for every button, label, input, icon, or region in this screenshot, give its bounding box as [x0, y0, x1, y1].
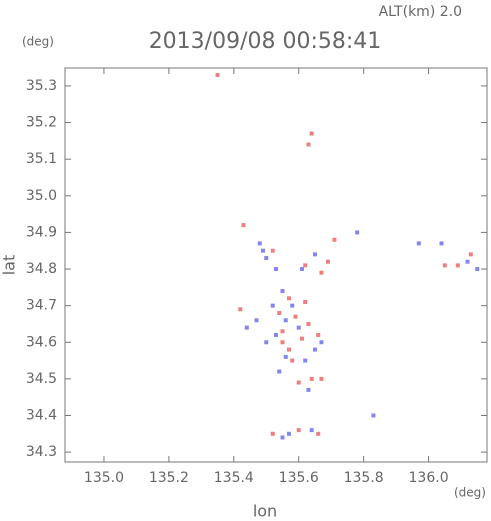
y-axis-label: lat — [0, 255, 19, 276]
y-tick-label: 34.5 — [26, 371, 57, 387]
x-tick-label: 135.8 — [344, 470, 384, 486]
point — [312, 252, 317, 257]
point — [270, 303, 275, 308]
point — [439, 241, 444, 246]
point — [416, 241, 421, 246]
point — [290, 303, 295, 308]
x-tick-label: 135.6 — [279, 470, 319, 486]
y-tick-label: 35.2 — [26, 115, 57, 131]
point — [355, 230, 360, 235]
y-tick-label: 34.8 — [26, 261, 57, 277]
point — [274, 267, 278, 272]
x-axis-label: lon — [253, 502, 277, 521]
point — [325, 259, 330, 264]
y-tick-label: 35.1 — [26, 151, 57, 167]
point — [316, 431, 321, 436]
point — [309, 131, 314, 136]
point — [244, 325, 249, 330]
point — [280, 435, 285, 440]
point — [286, 347, 291, 352]
point — [332, 237, 337, 242]
y-tick-label: 34.7 — [26, 298, 57, 314]
point — [312, 347, 317, 352]
point — [283, 354, 288, 359]
point — [290, 358, 295, 363]
point — [286, 296, 291, 301]
point — [306, 142, 311, 147]
point — [309, 376, 314, 381]
point — [319, 340, 324, 345]
y-tick-label: 35.3 — [26, 78, 57, 94]
point — [303, 358, 308, 363]
point — [277, 369, 282, 374]
chart-title: 2013/09/08 00:58:41 — [149, 29, 382, 54]
y-tick-label: 34.3 — [26, 444, 57, 460]
point — [303, 299, 308, 304]
y-tick-label: 34.9 — [26, 224, 57, 240]
x-tick-label: 135.0 — [84, 470, 124, 486]
point — [283, 318, 288, 323]
x-tick-label: 135.2 — [149, 470, 189, 486]
point — [280, 329, 285, 334]
point — [299, 336, 304, 341]
point — [475, 267, 480, 272]
point — [371, 413, 376, 418]
point — [264, 256, 269, 261]
point — [316, 332, 321, 337]
x-tick-label: 136.0 — [409, 470, 449, 486]
point — [296, 325, 301, 330]
point — [280, 340, 285, 345]
point — [296, 428, 301, 433]
point — [319, 270, 324, 275]
altitude-label: ALT(km) 2.0 — [379, 4, 462, 20]
point — [465, 259, 470, 264]
point — [303, 263, 308, 268]
point — [306, 387, 311, 392]
point — [241, 223, 246, 228]
point — [238, 307, 243, 312]
point — [257, 241, 262, 246]
point — [274, 332, 278, 337]
point — [264, 340, 269, 345]
point — [277, 310, 282, 315]
point — [215, 72, 220, 77]
point — [319, 376, 324, 381]
y-tick-label: 34.4 — [26, 407, 57, 423]
y-tick-label: 35.0 — [26, 188, 57, 204]
point — [270, 248, 275, 253]
plot-frame — [64, 67, 488, 463]
y-tick-label: 34.6 — [26, 334, 57, 350]
point — [293, 314, 298, 319]
point — [280, 288, 285, 293]
y-unit: (deg) — [22, 35, 54, 49]
point — [286, 431, 291, 436]
x-unit: (deg) — [454, 486, 486, 500]
x-tick-label: 135.4 — [214, 470, 254, 486]
point — [442, 263, 447, 268]
point — [299, 267, 304, 272]
point — [270, 431, 275, 436]
point — [254, 318, 259, 323]
point — [296, 380, 301, 385]
point — [306, 321, 311, 326]
point — [261, 248, 266, 253]
point — [455, 263, 460, 268]
point — [468, 252, 473, 257]
point — [309, 428, 314, 433]
